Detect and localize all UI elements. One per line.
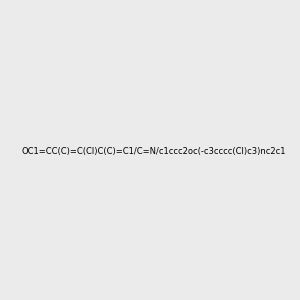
Text: OC1=CC(C)=C(Cl)C(C)=C1/C=N/c1ccc2oc(-c3cccc(Cl)c3)nc2c1: OC1=CC(C)=C(Cl)C(C)=C1/C=N/c1ccc2oc(-c3c… <box>22 147 286 156</box>
